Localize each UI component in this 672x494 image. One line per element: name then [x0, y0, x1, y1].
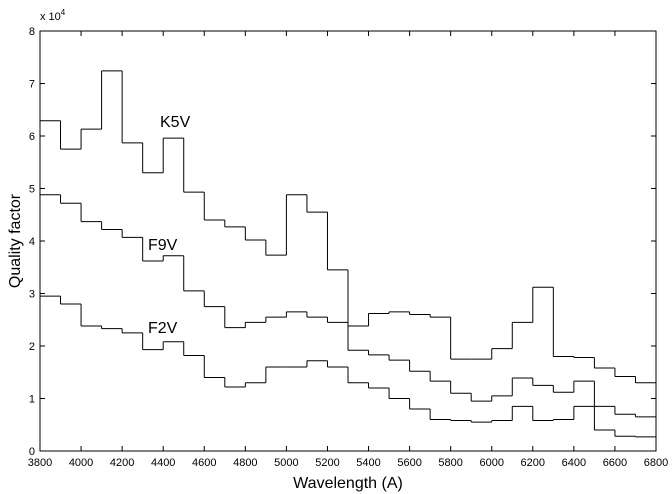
x-tick-label: 4000	[69, 457, 93, 469]
y-tick-label: 1	[29, 394, 35, 406]
y-tick-label: 7	[29, 79, 35, 91]
y-tick-label: 4	[29, 236, 35, 248]
x-tick-label: 5400	[356, 457, 380, 469]
x-tick-label: 6600	[603, 457, 627, 469]
y-tick-label: 8	[29, 26, 35, 38]
x-tick-label: 6000	[479, 457, 503, 469]
multiplier-base: x 10	[40, 11, 61, 23]
plot-frame	[39, 30, 657, 452]
x-tick-label: 5000	[274, 457, 298, 469]
x-tick-label: 5600	[397, 457, 421, 469]
y-tick-label: 6	[29, 131, 35, 143]
y-tick-label: 0	[29, 446, 35, 458]
x-tick-label: 6800	[644, 457, 668, 469]
x-tick-label: 4400	[151, 457, 175, 469]
multiplier-exponent: 4	[61, 8, 66, 17]
x-tick-label: 5800	[438, 457, 462, 469]
x-axis-label: Wavelength (A)	[293, 475, 403, 492]
y-axis-label: Quality factor	[7, 193, 24, 288]
x-tick-label: 4800	[233, 457, 257, 469]
y-tick-label: 3	[29, 289, 35, 301]
series-label: F9V	[148, 237, 178, 254]
series-label: F2V	[148, 320, 178, 337]
y-tick-label: 2	[29, 341, 35, 353]
x-tick-label: 4600	[192, 457, 216, 469]
y-multiplier: x 104	[40, 8, 66, 23]
x-tick-label: 3800	[28, 457, 52, 469]
x-tick-label: 4200	[110, 457, 134, 469]
x-tick-label: 6200	[521, 457, 545, 469]
x-tick-label: 5200	[315, 457, 339, 469]
series-label: K5V	[160, 114, 191, 131]
y-tick-label: 5	[29, 184, 35, 196]
x-tick-label: 6400	[562, 457, 586, 469]
